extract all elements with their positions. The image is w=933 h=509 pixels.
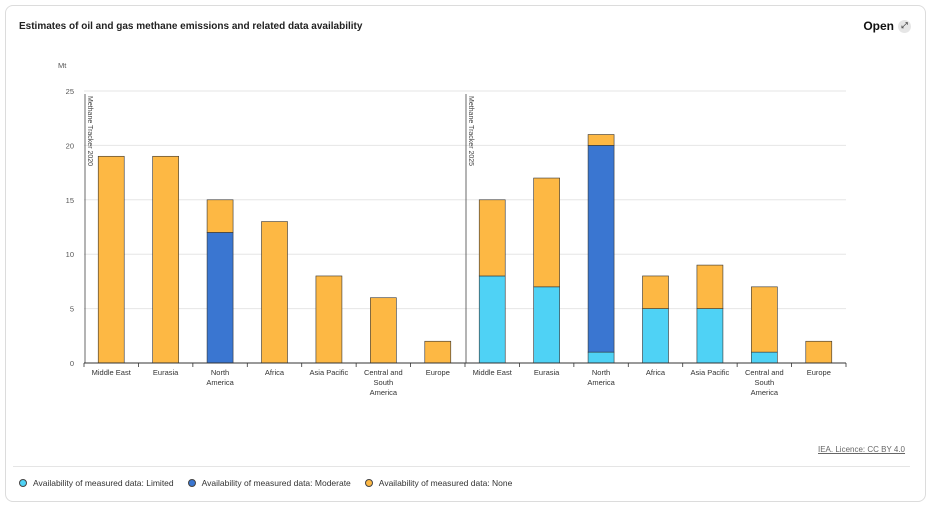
x-tick-label: America (751, 388, 779, 397)
x-tick-label: Europe (807, 368, 831, 377)
x-tick-label: Eurasia (534, 368, 560, 377)
group-label: Methane Tracker 2020 (86, 96, 93, 166)
y-tick-label: 10 (66, 250, 74, 259)
y-tick-label: 20 (66, 141, 74, 150)
bar-segment (424, 340, 452, 364)
bar-segment (206, 232, 234, 364)
x-tick-label: America (370, 388, 398, 397)
expand-icon: ⤢ (898, 19, 911, 33)
bar-segment (370, 297, 397, 364)
bar-segment (478, 275, 506, 364)
bar-segment (751, 351, 778, 364)
bar-segment (97, 155, 125, 364)
bar-segment (533, 177, 560, 288)
legend-item-moderate[interactable]: Availability of measured data: Moderate (187, 478, 351, 488)
x-tick-label: South (755, 378, 775, 387)
bar-segment (805, 340, 833, 364)
legend-dot-limited (19, 479, 27, 487)
bar-segment (206, 199, 234, 233)
open-button[interactable]: Open ⤢ (863, 19, 911, 33)
bar-segment (478, 199, 506, 277)
legend-label-moderate: Availability of measured data: Moderate (201, 478, 351, 488)
bar-segment (696, 308, 724, 364)
bar-segment (751, 286, 778, 353)
bar-segment (696, 264, 724, 309)
legend-label-none: Availability of measured data: None (378, 478, 513, 488)
legend-divider (13, 466, 910, 467)
group-label: Methane Tracker 2025 (467, 96, 474, 166)
x-tick-label: Africa (646, 368, 666, 377)
x-tick-label: Europe (426, 368, 450, 377)
legend-item-limited[interactable]: Availability of measured data: Limited (19, 478, 174, 488)
x-tick-label: Eurasia (153, 368, 179, 377)
open-label: Open (863, 19, 894, 33)
x-tick-label: Middle East (92, 368, 132, 377)
x-tick-label: Asia Pacific (691, 368, 730, 377)
x-tick-label: Central and (364, 368, 403, 377)
bar-segment (587, 145, 615, 353)
x-tick-label: North (592, 368, 610, 377)
bar-segment (533, 286, 560, 364)
bar-segment (152, 155, 179, 364)
bar-segment (315, 275, 343, 364)
chart-title: Estimates of oil and gas methane emissio… (19, 21, 363, 32)
y-tick-label: 5 (70, 305, 74, 314)
bar-segment (587, 134, 615, 146)
bar-segment (587, 351, 615, 364)
x-tick-label: Africa (265, 368, 285, 377)
x-tick-label: Middle East (473, 368, 513, 377)
legend-item-none[interactable]: Availability of measured data: None (364, 478, 513, 488)
x-tick-label: Asia Pacific (310, 368, 349, 377)
legend-dot-moderate (187, 479, 196, 487)
y-tick-label: 15 (66, 196, 74, 205)
x-tick-label: South (374, 378, 394, 387)
licence-link[interactable]: IEA. Licence: CC BY 4.0 (818, 445, 906, 454)
x-tick-label: North (211, 368, 229, 377)
bar-segment (642, 275, 669, 309)
legend-label-limited: Availability of measured data: Limited (33, 478, 174, 488)
legend-dot-none (364, 479, 373, 487)
legend: Availability of measured data: Limited A… (19, 478, 512, 488)
x-tick-label: America (587, 378, 615, 387)
y-axis-label: Mt (58, 61, 67, 70)
x-tick-label: America (206, 378, 234, 387)
y-tick-label: 25 (66, 87, 74, 96)
bar-segment (261, 221, 288, 364)
bar-segment (642, 308, 669, 364)
x-tick-label: Central and (745, 368, 784, 377)
y-tick-label: 0 (70, 359, 74, 368)
